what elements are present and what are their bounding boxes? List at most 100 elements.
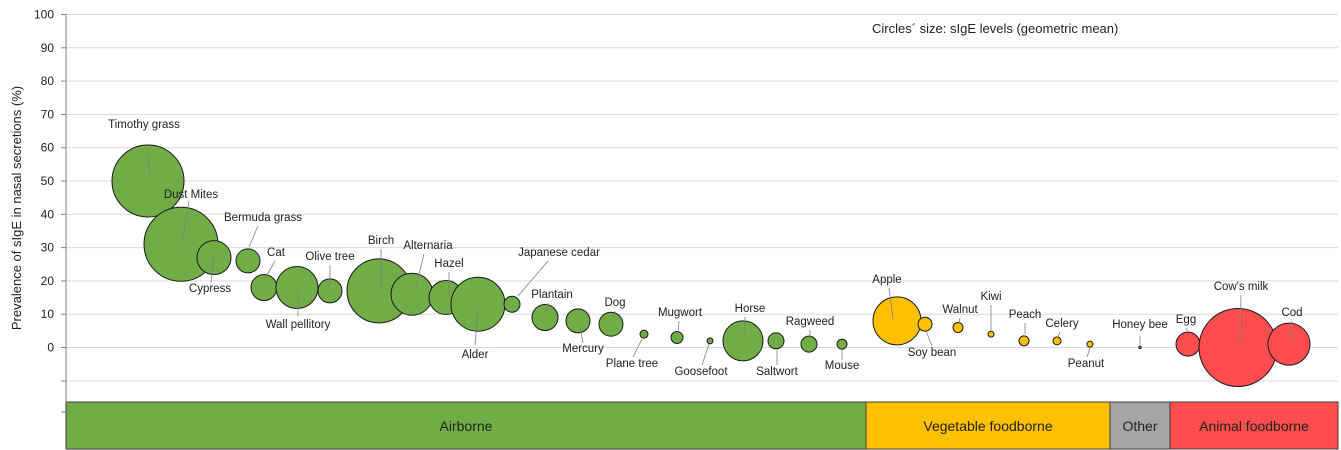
bubble-egg: [1175, 331, 1201, 357]
bubble-label-olive-tree: Olive tree: [305, 251, 354, 263]
bubble-label-egg: Egg: [1176, 314, 1196, 326]
bubble-label-japanese-cedar: Japanese cedar: [518, 247, 600, 259]
y-tick-label: 70: [41, 107, 55, 121]
bubble-mouse: [836, 338, 848, 350]
bubble-mercury: [565, 308, 591, 334]
leader-line: [210, 255, 215, 283]
bubble-label-cat: Cat: [267, 247, 286, 259]
bubble-timothy-grass: [111, 144, 185, 218]
leader-line: [248, 225, 259, 248]
y-axis: 0 10 20 30 40 50 60 70 80 90 100: [34, 8, 67, 413]
bubble-walnut: [952, 322, 964, 334]
category-label-airborne: Airborne: [440, 418, 493, 434]
leader-line: [1057, 331, 1061, 338]
bubble-label-celery: Celery: [1045, 318, 1078, 330]
bubble-peach: [1018, 335, 1030, 347]
bubble-label-peanut: Peanut: [1068, 358, 1105, 370]
bubble-label-hazel: Hazel: [434, 258, 463, 270]
bubble-label-apple: Apple: [872, 274, 901, 286]
bubble-soy-bean: [917, 316, 933, 332]
bubble-celery: [1052, 336, 1062, 346]
leader-line: [1185, 327, 1189, 333]
bubble-kiwi: [987, 330, 995, 338]
bubble-label-birch: Birch: [368, 235, 394, 247]
y-tick-label: 20: [41, 274, 55, 288]
y-tick-label: 60: [41, 141, 55, 155]
size-note: Circles´ size: sIgE levels (geometric me…: [872, 21, 1118, 36]
leader-line: [474, 309, 479, 346]
y-tick-label: 90: [41, 41, 55, 55]
bubble-label-timothy-grass: Timothy grass: [108, 119, 180, 131]
bubble-bermuda-grass: [235, 248, 261, 274]
y-tick-label: 80: [41, 74, 55, 88]
bubble-label-mugwort: Mugwort: [658, 307, 703, 319]
y-tick-label: 100: [34, 8, 54, 22]
category-animal-foodborne: [1169, 401, 1339, 450]
bubble-label-ragweed: Ragweed: [786, 316, 835, 328]
y-tick-label: 30: [41, 241, 55, 255]
bubble-ragweed: [800, 335, 818, 353]
bubble-label-plane-tree: Plane tree: [606, 358, 658, 370]
bubbles: [111, 144, 1311, 387]
bubble-label-wall-pellitory: Wall pellitory: [266, 319, 331, 331]
bubble-label-cypress: Cypress: [189, 283, 231, 295]
bubble-label-peach: Peach: [1009, 309, 1042, 321]
leader-line: [743, 316, 746, 336]
category-airborne: [65, 401, 867, 450]
bubble-alternaria: [390, 272, 434, 316]
leader-line: [146, 147, 151, 176]
bubble-alder: [450, 276, 506, 332]
leader-line: [545, 302, 549, 313]
bubble-goosefoot: [706, 337, 714, 345]
bubble-saltwort: [767, 332, 785, 350]
bubble-label-walnut: Walnut: [942, 304, 978, 316]
category-label-animal-foodborne: Animal foodborne: [1199, 418, 1309, 434]
bubble-label-cow-s-milk: Cow's milk: [1214, 281, 1269, 293]
bubble-japanese-cedar: [503, 295, 521, 313]
bubble-label-alder: Alder: [462, 349, 489, 361]
leader-line: [265, 260, 276, 278]
leader-line: [701, 343, 710, 366]
bubble-plantain: [531, 304, 559, 332]
category-bar: Airborne Vegetable foodborne Other Animal f…: [65, 401, 1339, 450]
bubble-peanut: [1086, 340, 1094, 348]
leader-line: [888, 287, 894, 320]
leader-line: [181, 200, 190, 244]
bubble-label-kiwi: Kiwi: [980, 291, 1001, 303]
bubble-labels: Timothy grass Dust Mites Cypress Bermuda gr…: [108, 119, 1302, 378]
bubble-label-mercury: Mercury: [562, 343, 604, 355]
bubble-label-honey-bee: Honey bee: [1112, 319, 1168, 331]
bubble-label-soy-bean: Soy bean: [908, 347, 957, 359]
bubble-label-alternaria: Alternaria: [403, 240, 453, 252]
leader-line: [677, 320, 680, 334]
leader-line: [958, 317, 961, 325]
leader-line: [612, 310, 616, 319]
y-tick-label: 40: [41, 207, 55, 221]
bubble-label-horse: Horse: [735, 303, 766, 315]
bubble-horse: [722, 320, 764, 362]
category-vegetable-foodborne: [865, 401, 1111, 450]
bubble-label-mouse: Mouse: [825, 360, 860, 372]
leader-line: [925, 330, 933, 347]
leader-line: [1086, 347, 1091, 358]
bubble-honey-bee: [1138, 345, 1142, 350]
y-tick-label: 50: [41, 174, 55, 188]
bubble-cod: [1267, 322, 1311, 366]
bubble-dog: [598, 311, 624, 337]
leader-line: [415, 253, 425, 287]
y-tick-label: 0: [47, 341, 54, 355]
bubble-label-saltwort: Saltwort: [756, 366, 798, 378]
leader-line: [1290, 320, 1293, 341]
leader-line: [1239, 294, 1242, 346]
bubble-label-plantain: Plantain: [531, 289, 573, 301]
bubble-apple: [872, 296, 922, 346]
bubble-cat: [250, 274, 278, 302]
category-label-other: Other: [1122, 418, 1157, 434]
bubble-label-goosefoot: Goosefoot: [674, 366, 728, 378]
bubble-label-cod: Cod: [1281, 307, 1302, 319]
bubble-label-bermuda-grass: Bermuda grass: [224, 212, 302, 224]
category-label-vegetable-foodborne: Vegetable foodborne: [923, 418, 1052, 434]
leader-line: [517, 260, 549, 297]
